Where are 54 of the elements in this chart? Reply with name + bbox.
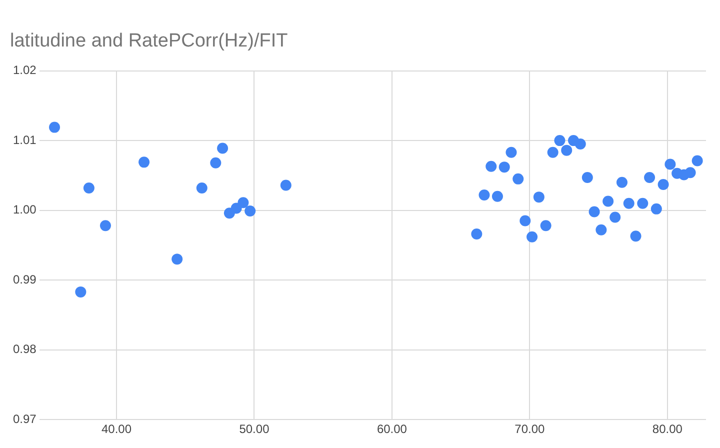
point [100, 220, 111, 232]
y-tick-label: 0.99 [12, 272, 37, 286]
point [478, 189, 490, 200]
point [217, 142, 228, 154]
point [138, 156, 150, 168]
x-tick-label: 60.00 [376, 422, 408, 436]
point [520, 215, 531, 226]
point [49, 122, 60, 133]
point [644, 172, 656, 184]
point [616, 176, 628, 188]
point [658, 179, 669, 190]
point [554, 135, 566, 146]
point [506, 146, 517, 158]
y-tick-label: 1.02 [12, 63, 37, 78]
point [540, 220, 552, 232]
chart-title: latitudine and RatePCorr(Hz)/FIT [10, 30, 288, 52]
y-tick-label: 1.00 [12, 202, 37, 217]
point [684, 167, 696, 178]
point [471, 228, 482, 240]
x-tick-label: 50.00 [239, 422, 270, 436]
point [588, 206, 600, 218]
point [561, 144, 572, 156]
point [533, 192, 544, 203]
point [280, 180, 292, 191]
x-tick-label: 40.00 [101, 422, 132, 436]
y-tick-label: 0.98 [12, 342, 37, 356]
x-tick-label: 80.00 [652, 422, 683, 436]
point [75, 286, 86, 298]
point [602, 196, 614, 207]
point [547, 146, 558, 158]
point [582, 172, 593, 184]
point [238, 197, 249, 208]
point [574, 138, 586, 150]
point [210, 157, 222, 168]
point [244, 206, 256, 217]
point [172, 254, 183, 265]
x-tick-label: 70.00 [514, 422, 546, 436]
point [630, 230, 642, 242]
y-tick-label: 0.97 [12, 412, 37, 426]
point [664, 158, 676, 170]
point [637, 198, 648, 209]
point [623, 198, 634, 209]
point [526, 231, 538, 242]
point [610, 212, 621, 223]
point [512, 173, 524, 184]
point [486, 160, 497, 172]
point [492, 190, 503, 202]
point [498, 162, 510, 173]
point [83, 182, 94, 194]
point [596, 224, 607, 236]
y-tick-label: 1.01 [12, 132, 37, 147]
point [196, 182, 208, 194]
point [650, 203, 662, 214]
point [692, 155, 703, 166]
